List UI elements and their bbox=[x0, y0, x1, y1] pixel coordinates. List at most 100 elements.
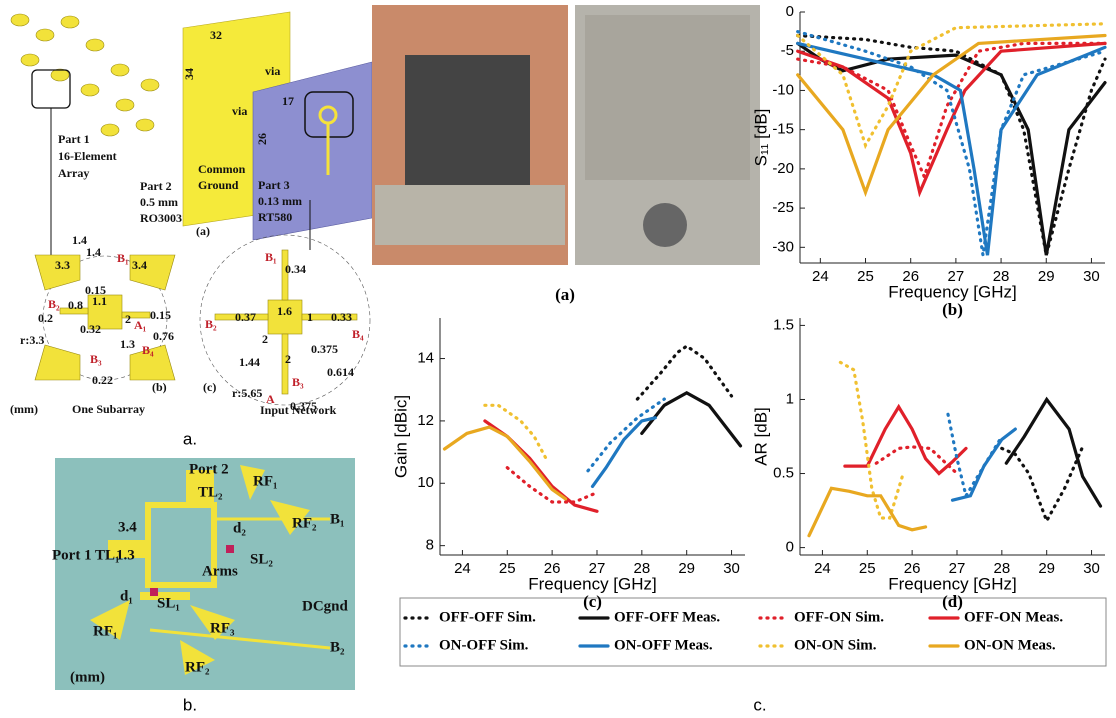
diagram-label: (mm) bbox=[70, 669, 105, 685]
series-line bbox=[838, 360, 905, 520]
diagram-label: 0.8 bbox=[68, 298, 83, 312]
diagram-label: 0.2 bbox=[38, 311, 53, 325]
diagram-label: DCgnd bbox=[302, 598, 349, 614]
diagram-label: 2 bbox=[125, 312, 131, 326]
series-line bbox=[796, 41, 1107, 256]
y-tick-label: -20 bbox=[772, 160, 794, 177]
y-tick-label: -10 bbox=[772, 81, 794, 98]
diagram-label: B₁ bbox=[117, 251, 129, 265]
diagram-label: 3.3 bbox=[55, 258, 70, 272]
diagram-label: 1.6 bbox=[277, 304, 292, 318]
series-line bbox=[1000, 445, 1085, 525]
legend-label: ON-ON Meas. bbox=[964, 637, 1056, 653]
diagram-label: B₃ bbox=[292, 375, 304, 389]
panel-label: (b) bbox=[942, 300, 963, 319]
y-tick-label: -5 bbox=[781, 42, 794, 59]
caption: c. bbox=[753, 695, 766, 714]
diagram-label: B₁ bbox=[265, 250, 277, 264]
subarray bbox=[34, 254, 176, 381]
diagram-label: B₄ bbox=[142, 343, 154, 357]
diagram-label: 3.4 bbox=[118, 519, 137, 535]
input-network bbox=[199, 234, 371, 406]
diagram-label: RF₁ bbox=[253, 473, 278, 489]
y-axis-label: S₁₁ [dB] bbox=[751, 109, 770, 167]
diagram-label: 1.1 bbox=[92, 294, 107, 308]
y-tick-label: 10 bbox=[417, 474, 434, 491]
y-tick-label: 0.5 bbox=[773, 465, 794, 482]
series-line bbox=[505, 466, 599, 504]
series-line bbox=[640, 390, 743, 448]
y-tick-label: 8 bbox=[426, 537, 434, 554]
diagram-label: 1.3 bbox=[116, 547, 135, 563]
photo-label: (a) bbox=[555, 285, 575, 304]
diagram-label: 0.15 bbox=[85, 283, 106, 297]
panel-label: (d) bbox=[942, 592, 963, 611]
diagram-label: 0.375 bbox=[311, 342, 338, 356]
y-tick-label: 1 bbox=[786, 390, 794, 407]
y-tick-label: 1.5 bbox=[773, 316, 794, 333]
y-axis-label: AR [dB] bbox=[751, 407, 770, 466]
x-tick-label: 24 bbox=[814, 560, 831, 577]
series-line bbox=[796, 41, 1107, 256]
series-line bbox=[843, 403, 968, 476]
diagram-label: r:5.65 bbox=[232, 386, 262, 400]
legend-label: OFF-ON Meas. bbox=[964, 609, 1063, 625]
x-tick-label: 30 bbox=[1083, 268, 1100, 285]
diagram-label: Port 1 TL₁ bbox=[52, 547, 120, 563]
diagram-label: 1.3 bbox=[120, 337, 135, 351]
x-tick-label: 24 bbox=[454, 560, 471, 577]
diagram-label: 17 bbox=[282, 94, 294, 108]
y-tick-label: -30 bbox=[772, 238, 794, 255]
x-tick-label: 25 bbox=[859, 560, 876, 577]
diagram-label: (mm) bbox=[10, 402, 38, 416]
x-tick-label: 30 bbox=[1083, 560, 1100, 577]
y-tick-label: 0 bbox=[786, 3, 794, 20]
y-tick-label: -15 bbox=[772, 121, 794, 138]
caption: a. bbox=[183, 429, 197, 448]
diagram-label: 0.22 bbox=[92, 373, 113, 387]
series-line bbox=[590, 416, 657, 488]
diagram-label: Part 1 bbox=[58, 132, 90, 146]
diagram-label: Arms bbox=[202, 563, 238, 579]
x-tick-label: 27 bbox=[948, 268, 965, 285]
diagram-label: One Subarray bbox=[72, 402, 145, 416]
series-line bbox=[796, 22, 1107, 150]
diagram-label: 1 bbox=[307, 310, 313, 324]
panel-label: (c) bbox=[583, 592, 602, 611]
diagram-label: RT580 bbox=[258, 210, 292, 224]
y-tick-label: 0 bbox=[786, 539, 794, 556]
diagram-label: 16-Element bbox=[58, 149, 117, 163]
series-line bbox=[796, 30, 1107, 256]
diagram-label: 32 bbox=[210, 28, 222, 42]
series-line bbox=[950, 427, 1017, 502]
circuit-diagram bbox=[55, 458, 355, 690]
series-line bbox=[483, 403, 550, 463]
series-line bbox=[796, 33, 1107, 198]
diagram-label: 26 bbox=[255, 133, 269, 145]
diagram-label: 1.4 bbox=[72, 233, 87, 247]
diagram-label: B₁ bbox=[330, 511, 345, 527]
diagram-label: B₂ bbox=[330, 639, 345, 655]
diagram-label: SL₁ bbox=[157, 595, 180, 611]
series-line bbox=[442, 425, 568, 501]
x-tick-label: 29 bbox=[1038, 268, 1055, 285]
diagram-label: RF₂ bbox=[185, 659, 210, 675]
legend-box bbox=[399, 597, 1107, 667]
diagram-label: via bbox=[265, 64, 280, 78]
diagram-label: (b) bbox=[152, 380, 167, 394]
diagram-label: 0.32 bbox=[80, 322, 101, 336]
diagram-label: Part 3 bbox=[258, 178, 290, 192]
diagram-label: A bbox=[266, 392, 275, 406]
series-line bbox=[635, 344, 734, 401]
x-axis-label: Frequency [GHz] bbox=[888, 282, 1017, 301]
y-tick-label: 14 bbox=[417, 350, 434, 367]
diagram-label: 0.76 bbox=[153, 329, 174, 343]
diagram-label: RF₃ bbox=[210, 620, 235, 636]
series-line bbox=[807, 486, 928, 538]
legend-label: OFF-OFF Sim. bbox=[439, 609, 536, 625]
legend-label: OFF-ON Sim. bbox=[794, 609, 884, 625]
diagram-label: 2 bbox=[285, 352, 291, 366]
diagram-label: 0.37 bbox=[235, 310, 256, 324]
legend-label: ON-OFF Sim. bbox=[439, 637, 529, 653]
